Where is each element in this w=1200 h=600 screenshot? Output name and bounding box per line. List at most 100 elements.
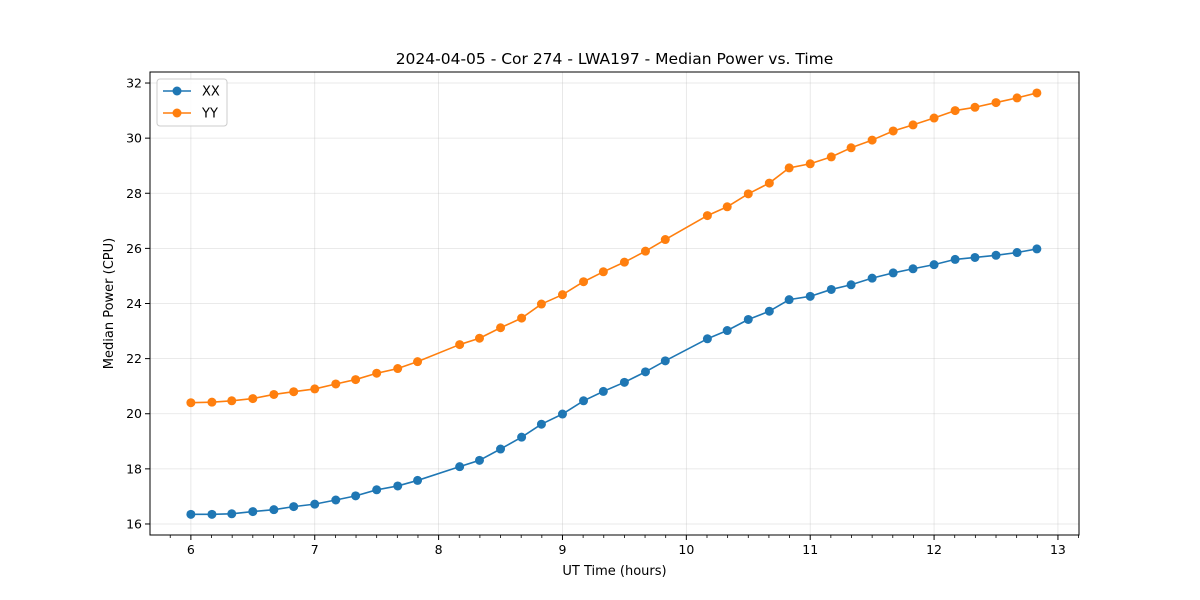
series-yy [186,88,1042,408]
data-point-yy [207,397,217,407]
y-tick-label: 30 [126,131,142,146]
data-point-xx [248,507,258,517]
data-point-xx [991,250,1001,260]
data-point-yy [536,299,546,309]
series-line-yy [190,92,1038,404]
data-point-yy [598,267,608,277]
x-tick-label: 11 [802,542,818,557]
data-point-xx [619,377,629,387]
data-point-xx [867,273,877,283]
data-point-xx [888,268,898,278]
y-tick-label: 32 [126,76,142,91]
data-point-yy [722,202,732,212]
data-point-yy [784,163,794,173]
data-point-yy [846,143,856,153]
data-point-xx [474,455,484,465]
data-point-xx [227,509,237,519]
x-tick-label: 10 [678,542,694,557]
data-point-yy [764,178,774,188]
data-point-yy [517,313,527,323]
series-line-xx [190,248,1038,516]
data-point-yy [991,98,1001,108]
data-point-xx [289,502,299,512]
chart-title: 2024-04-05 - Cor 274 - LWA197 - Median P… [396,50,834,68]
data-point-xx [722,326,732,336]
y-tick-label: 22 [126,351,142,366]
data-point-yy [702,211,712,221]
data-point-xx [784,295,794,305]
data-point-xx [455,462,465,472]
data-point-xx [970,252,980,262]
data-point-yy [805,159,815,169]
data-point-yy [640,246,650,256]
data-point-xx [598,386,608,396]
x-axis-label: UT Time (hours) [562,564,666,579]
data-point-xx [743,314,753,324]
series-xx [186,244,1042,519]
y-tick-label: 18 [126,461,142,476]
data-point-yy [393,364,403,374]
x-tick-label: 9 [558,542,566,557]
data-point-xx [186,509,196,519]
data-point-xx [950,254,960,264]
data-point-xx [826,284,836,294]
y-tick-label: 20 [126,406,142,421]
y-axis-label: Median Power (CPU) [102,238,117,369]
data-point-yy [269,389,279,399]
data-point-xx [557,409,567,419]
data-point-xx [413,475,423,485]
data-point-yy [970,102,980,112]
x-tick-label: 12 [926,542,942,557]
data-point-yy [289,387,299,397]
data-point-yy [619,257,629,267]
data-point-yy [660,235,670,245]
data-point-xx [805,291,815,301]
y-tick-label: 26 [126,241,142,256]
data-point-xx [269,505,279,515]
data-point-yy [413,357,423,367]
data-point-yy [331,379,341,389]
data-point-xx [517,432,527,442]
legend-item-xx: XX [163,85,220,100]
y-tick-label: 16 [126,516,142,531]
data-point-xx [908,264,918,274]
data-point-yy [867,135,877,145]
data-point-yy [351,375,361,385]
data-point-yy [1032,88,1042,98]
axis-ticks: 6 7 8 9 10 11 12 13 16 18 20 22 24 26 28 30 32 [126,76,1079,557]
data-point-xx [579,396,589,406]
data-point-yy [372,368,382,378]
data-point-xx [929,260,939,270]
data-point-yy [888,126,898,136]
data-point-xx [846,280,856,290]
x-tick-label: 7 [311,542,319,557]
data-point-yy [743,189,753,199]
x-tick-label: 8 [435,542,443,557]
data-point-xx [351,491,361,501]
data-point-xx [496,444,506,454]
data-point-xx [660,356,670,366]
data-point-xx [1032,244,1042,254]
data-point-xx [1012,248,1022,258]
data-point-yy [908,120,918,130]
legend-marker [172,86,182,96]
y-tick-label: 28 [126,186,142,201]
data-point-yy [579,277,589,287]
data-point-yy [1012,93,1022,103]
data-point-xx [207,509,217,519]
x-tick-label: 13 [1050,542,1066,557]
data-point-yy [186,398,196,408]
data-point-xx [393,481,403,491]
legend-item-yy: YY [163,107,218,122]
data-point-yy [826,152,836,162]
data-point-xx [702,334,712,344]
data-point-yy [474,333,484,343]
x-tick-label: 6 [187,542,195,557]
data-point-yy [227,396,237,406]
data-point-yy [455,340,465,350]
legend: XX YY [156,78,228,127]
data-point-xx [331,495,341,505]
data-point-xx [310,499,320,509]
data-point-yy [950,106,960,116]
